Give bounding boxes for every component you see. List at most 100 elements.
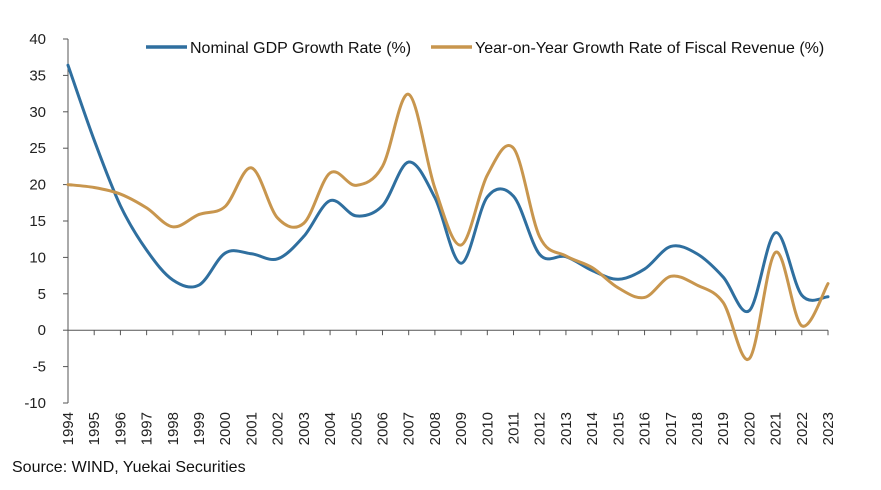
data-point [198, 213, 200, 215]
x-tick-label: 2000 [217, 412, 234, 445]
x-tick-label: 2010 [479, 412, 496, 445]
data-point [224, 205, 226, 207]
y-tick-label: 25 [29, 140, 46, 157]
data-point [617, 278, 619, 280]
data-point [276, 258, 278, 260]
data-point [67, 64, 69, 66]
x-tick-label: 2014 [584, 412, 601, 445]
x-tick-label: 1997 [139, 412, 156, 445]
x-tick-label: 1998 [165, 412, 182, 445]
y-tick-label: 35 [29, 67, 46, 84]
data-point [460, 244, 462, 246]
data-point [748, 309, 750, 311]
data-point [434, 197, 436, 199]
data-point [224, 252, 226, 254]
x-tick-label: 2019 [715, 412, 732, 445]
data-point [748, 357, 750, 359]
x-tick-label: 2023 [820, 412, 837, 445]
data-point [827, 296, 829, 298]
data-point [93, 186, 95, 188]
data-point [617, 287, 619, 289]
data-point [486, 196, 488, 198]
x-tick-label: 2008 [427, 412, 444, 445]
data-point [93, 139, 95, 141]
data-point [696, 253, 698, 255]
data-point [119, 193, 121, 195]
x-tick-label: 2017 [663, 412, 680, 445]
x-tick-label: 2013 [558, 412, 575, 445]
x-tick-label: 2020 [741, 412, 758, 445]
x-tick-label: 2016 [637, 412, 654, 445]
x-tick-label: 2021 [768, 412, 785, 445]
y-tick-label: 20 [29, 177, 46, 194]
data-point [722, 276, 724, 278]
x-tick-label: 2012 [532, 412, 549, 445]
series-line-nominal-gdp [66, 63, 830, 314]
x-tick-label: 2002 [270, 412, 287, 445]
y-tick-label: 0 [38, 322, 46, 339]
x-tick-label: 2011 [506, 412, 523, 444]
data-point [801, 325, 803, 327]
data-point [643, 296, 645, 298]
data-point [512, 195, 514, 197]
data-point [145, 207, 147, 209]
x-tick-label: 2018 [689, 412, 706, 445]
x-tick-label: 2004 [322, 412, 339, 445]
x-tick-label: 2015 [610, 412, 627, 445]
data-point [303, 235, 305, 237]
data-point [539, 253, 541, 255]
data-point [407, 161, 409, 163]
x-tick-label: 2006 [374, 412, 391, 445]
y-tick-label: 40 [29, 31, 46, 48]
data-point [696, 284, 698, 286]
x-tick-label: 2003 [296, 412, 313, 445]
data-point [145, 249, 147, 251]
series-line-fiscal-revenue [66, 92, 830, 361]
chart-legend: Nominal GDP Growth Rate (%) Year-on-Year … [146, 40, 824, 57]
y-tick-label: 5 [38, 286, 46, 303]
data-point [381, 165, 383, 167]
data-point [460, 262, 462, 264]
data-point [565, 255, 567, 257]
data-point [355, 215, 357, 217]
data-point [303, 222, 305, 224]
x-tick-label: 2005 [348, 412, 365, 445]
source-note: Source: WIND, Yuekai Securities [12, 459, 246, 476]
data-point [355, 184, 357, 186]
x-tick-label: 1996 [112, 412, 129, 445]
data-point [486, 174, 488, 176]
data-point [774, 231, 776, 233]
data-point [591, 266, 593, 268]
legend-label: Nominal GDP Growth Rate (%) [190, 40, 411, 57]
data-point [774, 251, 776, 253]
y-tick-label: -5 [33, 359, 46, 376]
x-tick-label: 2022 [794, 412, 811, 445]
data-point [198, 284, 200, 286]
data-point [407, 93, 409, 95]
data-point [329, 172, 331, 174]
x-tick-label: 2009 [453, 412, 470, 445]
data-point [67, 183, 69, 185]
y-tick-label: 30 [29, 104, 46, 121]
data-point [670, 275, 672, 277]
data-point [512, 147, 514, 149]
data-point [119, 205, 121, 207]
data-point [539, 236, 541, 238]
data-point [381, 205, 383, 207]
x-tick-label: 1994 [60, 412, 77, 445]
y-tick-label: 15 [29, 213, 46, 230]
x-tick-label: 2001 [243, 412, 260, 445]
data-point [827, 282, 829, 284]
data-point [722, 301, 724, 303]
chart-series [66, 63, 830, 361]
data-point [801, 294, 803, 296]
data-point [329, 199, 331, 201]
legend-label: Year-on-Year Growth Rate of Fiscal Reven… [475, 40, 824, 57]
data-point [250, 253, 252, 255]
data-point [250, 167, 252, 169]
y-tick-label: 10 [29, 249, 46, 266]
data-point [276, 217, 278, 219]
data-point [670, 245, 672, 247]
